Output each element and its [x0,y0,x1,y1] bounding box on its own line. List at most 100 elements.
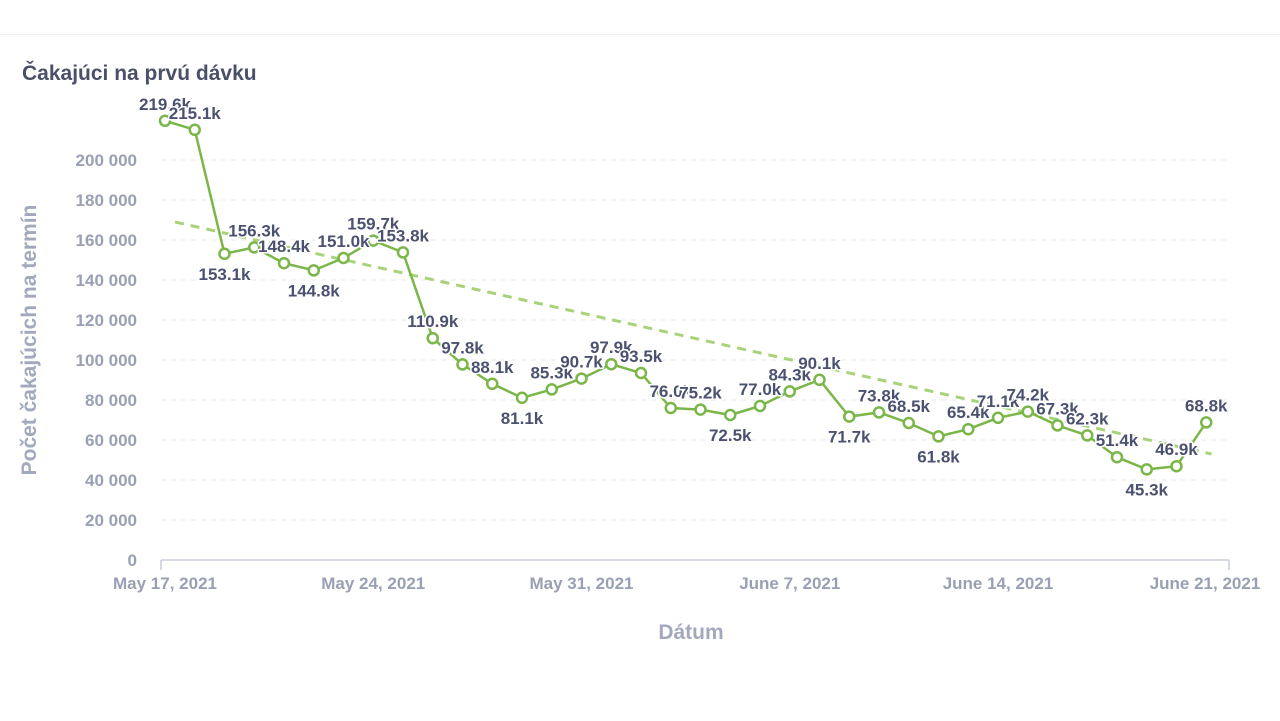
data-label: 97.8k [441,338,484,357]
axes [160,559,1230,570]
data-label: 93.5k [620,347,663,366]
data-point [307,264,320,277]
x-tick-label: June 7, 2021 [739,574,840,593]
data-label: 159.7k [347,215,400,234]
data-label: 75.2k [679,384,722,403]
data-point [456,358,469,371]
trend-line-group [174,220,1212,456]
data-label: 73.8k [858,386,901,405]
data-label: 90.7k [560,353,603,372]
data-label: 45.3k [1125,480,1168,499]
x-tick-label: May 24, 2021 [321,574,425,593]
data-label: 85.3k [530,363,573,382]
data-label: 151.0k [318,232,371,251]
data-point [515,391,529,405]
data-label: 65.4k [947,403,990,422]
trend-line [174,220,1212,456]
y-tick-label: 0 [128,551,137,570]
y-axis-ticks: 0 20 000 40 000 60 000 80 000 100 000 120 000 1… [76,151,137,570]
x-tick-label: June 14, 2021 [943,574,1054,593]
chart-title: Čakajúci na prvú dávku [22,62,257,85]
data-point [1170,459,1183,473]
data-point [932,430,945,443]
chart-card [0,34,1280,721]
data-label: 68.5k [887,397,930,416]
x-axis-title: Dátum [658,621,723,644]
data-label: 72.5k [709,426,752,445]
y-tick-label: 20 000 [85,511,137,530]
y-tick-label: 80 000 [85,391,137,410]
x-axis-ticks: May 17, 2021 May 24, 2021 May 31, 2021 June… [113,574,1260,593]
data-point [843,410,856,423]
y-tick-label: 140 000 [76,271,137,290]
data-point [634,366,648,380]
data-point [426,331,439,345]
data-point [396,246,410,259]
data-point [1110,450,1124,464]
data-point [248,241,261,254]
data-point [575,372,588,385]
data-label: 84.3k [768,365,811,384]
data-point [902,416,915,430]
data-label: 148.4k [258,237,311,256]
y-tick-label: 60 000 [85,431,137,450]
data-point [188,123,201,137]
data-label: 215.1k [169,104,222,123]
data-label: 76.0k [649,382,692,401]
data-label: 156.3k [228,221,281,240]
data-label: 74.2k [1006,386,1049,405]
data-label: 110.9k [407,312,459,331]
data-label: 81.1k [501,409,544,428]
data-point [158,114,172,128]
series-group [158,114,1213,476]
grid-lines [161,159,1229,521]
y-tick-label: 160 000 [76,231,137,250]
data-label: 46.9k [1155,440,1198,459]
data-point [486,377,499,391]
data-label: 68.8k [1185,396,1228,415]
data-point [991,411,1005,425]
data-point [753,399,767,413]
data-point [664,401,677,415]
data-point [962,422,975,436]
data-point [1051,419,1064,432]
data-label: 62.3k [1066,409,1109,428]
data-label: 77.0k [739,380,782,399]
data-point [694,403,707,416]
data-label: 67.3k [1036,399,1079,418]
data-point [872,406,886,419]
data-point [1021,405,1034,418]
y-tick-label: 200 000 [76,151,137,170]
data-label: 153.8k [377,226,430,245]
y-tick-label: 40 000 [85,471,137,490]
data-point [724,408,737,422]
data-point [813,373,826,387]
x-tick-label: June 21, 2021 [1150,574,1261,593]
y-axis-title: Počet čakajúcich na termín [18,205,41,476]
data-label: 144.8k [288,281,341,300]
data-point [367,234,380,247]
data-label: 61.8k [917,447,960,466]
data-point [783,385,796,398]
data-point [1200,416,1213,429]
x-tick-label: May 31, 2021 [530,574,634,593]
data-point [605,357,618,371]
data-label: 51.4k [1096,431,1139,450]
y-tick-label: 120 000 [76,311,137,330]
data-point [1081,429,1094,442]
data-label: 71.1k [977,392,1020,411]
data-label: 219.6k [139,95,192,114]
data-label: 90.1k [798,354,841,373]
data-point [545,383,558,396]
x-tick-label: May 17, 2021 [113,574,217,593]
data-label: 88.1k [471,358,514,377]
data-label: 71.7k [828,428,871,447]
y-tick-label: 100 000 [76,351,137,370]
data-label: 97.9k [590,338,633,357]
data-point [277,256,291,270]
data-point [1140,463,1153,476]
data-label: 153.1k [199,265,252,284]
data-point [337,251,350,265]
